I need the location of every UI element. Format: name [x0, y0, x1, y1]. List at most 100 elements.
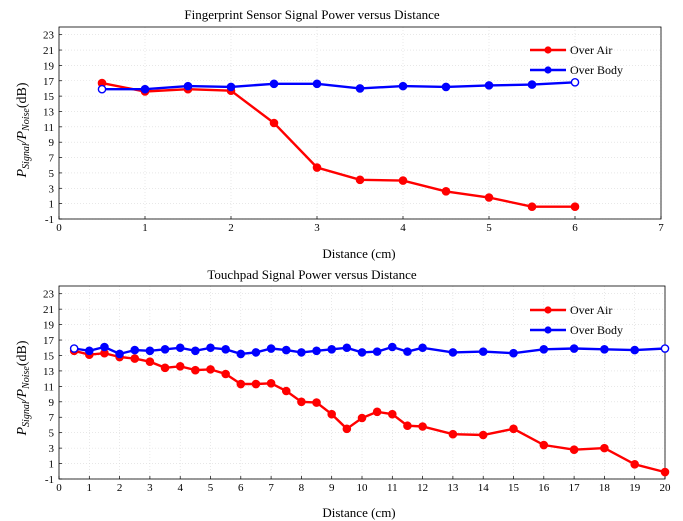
- plot-frame: [58, 26, 662, 220]
- x-tick-label: 20: [660, 482, 672, 494]
- data-point-over-air: [418, 422, 427, 431]
- legend-label-over-air: Over Air: [570, 303, 612, 317]
- data-point-over-body: [569, 344, 579, 353]
- y-tick-label: 7: [49, 153, 55, 165]
- data-point-over-air: [312, 163, 322, 172]
- x-tick-label: 4: [177, 482, 183, 494]
- data-point-over-air: [312, 398, 321, 407]
- data-point-over-body: [130, 345, 140, 355]
- data-point-over-body: [539, 345, 549, 354]
- data-point-over-body: [660, 344, 670, 353]
- data-point-over-air: [372, 407, 382, 417]
- data-point-over-air: [206, 365, 215, 374]
- data-point-over-air: [357, 413, 367, 423]
- data-point-over-body: [484, 81, 494, 90]
- data-point-over-air: [478, 430, 488, 440]
- x-tick-label: 13: [447, 482, 459, 494]
- x-tick-label: 15: [508, 482, 520, 494]
- x-tick-label: 0: [56, 482, 62, 494]
- y-tick-label: 7: [49, 412, 55, 424]
- x-tick-label: 5: [208, 482, 214, 494]
- x-tick-label: 1: [142, 222, 148, 234]
- x-tick-label: 1: [87, 482, 93, 494]
- data-point-over-air: [269, 118, 279, 128]
- data-point-over-body: [100, 342, 109, 352]
- data-point-over-air: [509, 424, 518, 434]
- y-tick-label: 23: [43, 30, 55, 42]
- data-point-over-body: [69, 344, 79, 353]
- y-tick-label: 15: [43, 350, 55, 362]
- data-point-over-body: [398, 81, 408, 91]
- data-point-over-body: [85, 346, 94, 356]
- data-point-over-air: [527, 202, 537, 212]
- data-point-over-body: [570, 77, 580, 87]
- legend-marker-over-body: [544, 326, 552, 334]
- legend-marker-over-air: [544, 46, 552, 54]
- data-point-over-air: [327, 409, 337, 419]
- series-line-over-body: [102, 81, 576, 91]
- data-point-over-body: [281, 345, 291, 355]
- y-tick-label: 5: [49, 428, 55, 440]
- data-point-over-body: [236, 349, 246, 359]
- data-point-over-air: [342, 424, 352, 434]
- data-point-over-air: [403, 421, 412, 431]
- x-tick-label: 17: [569, 482, 581, 494]
- x-axis-label: Distance (cm): [322, 505, 395, 520]
- data-point-over-air: [398, 176, 408, 185]
- data-point-over-air: [660, 467, 670, 477]
- x-tick-label: 2: [228, 222, 234, 234]
- data-point-over-air: [281, 386, 291, 396]
- y-tick-label: 13: [43, 106, 55, 118]
- y-tick-label: 23: [43, 289, 55, 301]
- data-point-over-body: [527, 80, 537, 89]
- y-tick-label: 1: [49, 199, 55, 211]
- x-tick-label: 0: [56, 222, 62, 234]
- x-tick-label: 19: [629, 482, 641, 494]
- data-point-over-air: [630, 460, 640, 469]
- x-tick-label: 3: [147, 482, 153, 494]
- data-point-over-body: [387, 342, 397, 352]
- y-tick-label: 17: [43, 335, 55, 347]
- x-tick-label: 5: [486, 222, 492, 234]
- data-point-over-air: [175, 361, 185, 371]
- data-point-over-body: [478, 347, 488, 356]
- data-point-over-air: [355, 175, 365, 185]
- data-point-over-body: [226, 82, 236, 92]
- data-point-over-body: [441, 82, 451, 92]
- data-point-over-body: [97, 84, 107, 94]
- legend: Over Air Over Body: [530, 43, 623, 77]
- y-tick-label: 9: [49, 397, 55, 409]
- x-tick-label: 12: [417, 482, 428, 494]
- data-point-over-air: [266, 378, 276, 388]
- y-tick-label: 19: [43, 320, 55, 332]
- data-point-over-body: [630, 345, 640, 355]
- data-point-over-body: [327, 345, 337, 354]
- data-point-over-air: [251, 379, 261, 389]
- y-tick-label: 19: [43, 60, 55, 72]
- series-line-over-air: [101, 81, 575, 208]
- y-tick-label: 11: [43, 381, 54, 393]
- x-axis-label: Distance (cm): [322, 246, 395, 261]
- data-point-over-air: [570, 202, 580, 212]
- y-axis-label: PSignal/PNoise(dB): [15, 82, 32, 178]
- data-point-over-body: [183, 81, 193, 91]
- data-point-over-air: [441, 187, 451, 196]
- data-point-over-body: [115, 349, 124, 359]
- data-point-over-air: [160, 363, 170, 373]
- data-point-over-body: [355, 84, 365, 93]
- data-point-over-air: [236, 379, 246, 389]
- y-tick-label: 11: [43, 122, 54, 134]
- data-point-over-body: [266, 344, 276, 353]
- data-point-over-body: [312, 346, 321, 356]
- x-tick-label: 9: [329, 482, 335, 494]
- data-point-over-air: [221, 369, 230, 379]
- x-tick-label: 6: [238, 482, 244, 494]
- data-point-over-body: [206, 343, 215, 353]
- x-tick-label: 10: [357, 482, 369, 494]
- data-point-over-body: [600, 345, 609, 354]
- y-tick-label: 13: [43, 366, 55, 378]
- x-tick-label: 7: [268, 482, 274, 494]
- data-point-over-body: [372, 347, 382, 356]
- x-tick-label: 18: [599, 482, 611, 494]
